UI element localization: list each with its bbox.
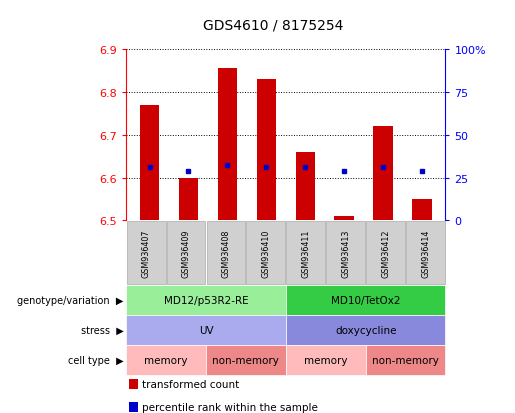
- Bar: [373, 127, 393, 221]
- Text: cell type  ▶: cell type ▶: [68, 355, 124, 366]
- Text: doxycycline: doxycycline: [335, 325, 397, 335]
- Text: GSM936411: GSM936411: [301, 229, 310, 277]
- Text: GSM936413: GSM936413: [341, 229, 350, 277]
- Bar: [413, 199, 432, 221]
- Text: percentile rank within the sample: percentile rank within the sample: [142, 402, 318, 412]
- Text: GSM936408: GSM936408: [221, 229, 230, 277]
- Text: genotype/variation  ▶: genotype/variation ▶: [17, 295, 124, 305]
- Text: non-memory: non-memory: [372, 355, 439, 366]
- Text: GSM936407: GSM936407: [142, 229, 150, 277]
- Text: GSM936409: GSM936409: [182, 229, 191, 277]
- Text: memory: memory: [144, 355, 188, 366]
- Text: GSM936414: GSM936414: [421, 229, 430, 277]
- Bar: [335, 217, 354, 221]
- Text: MD10/TetOx2: MD10/TetOx2: [331, 295, 400, 305]
- Text: transformed count: transformed count: [142, 380, 239, 389]
- Text: memory: memory: [304, 355, 348, 366]
- Bar: [296, 152, 315, 221]
- Bar: [179, 178, 198, 221]
- Text: UV: UV: [199, 325, 213, 335]
- Text: GDS4610 / 8175254: GDS4610 / 8175254: [203, 19, 343, 33]
- Text: stress  ▶: stress ▶: [81, 325, 124, 335]
- Text: GSM936410: GSM936410: [262, 229, 270, 277]
- Text: GSM936412: GSM936412: [381, 229, 390, 277]
- Text: non-memory: non-memory: [213, 355, 279, 366]
- Bar: [140, 105, 159, 221]
- Text: MD12/p53R2-RE: MD12/p53R2-RE: [164, 295, 248, 305]
- Bar: [218, 69, 237, 221]
- Bar: [256, 80, 276, 221]
